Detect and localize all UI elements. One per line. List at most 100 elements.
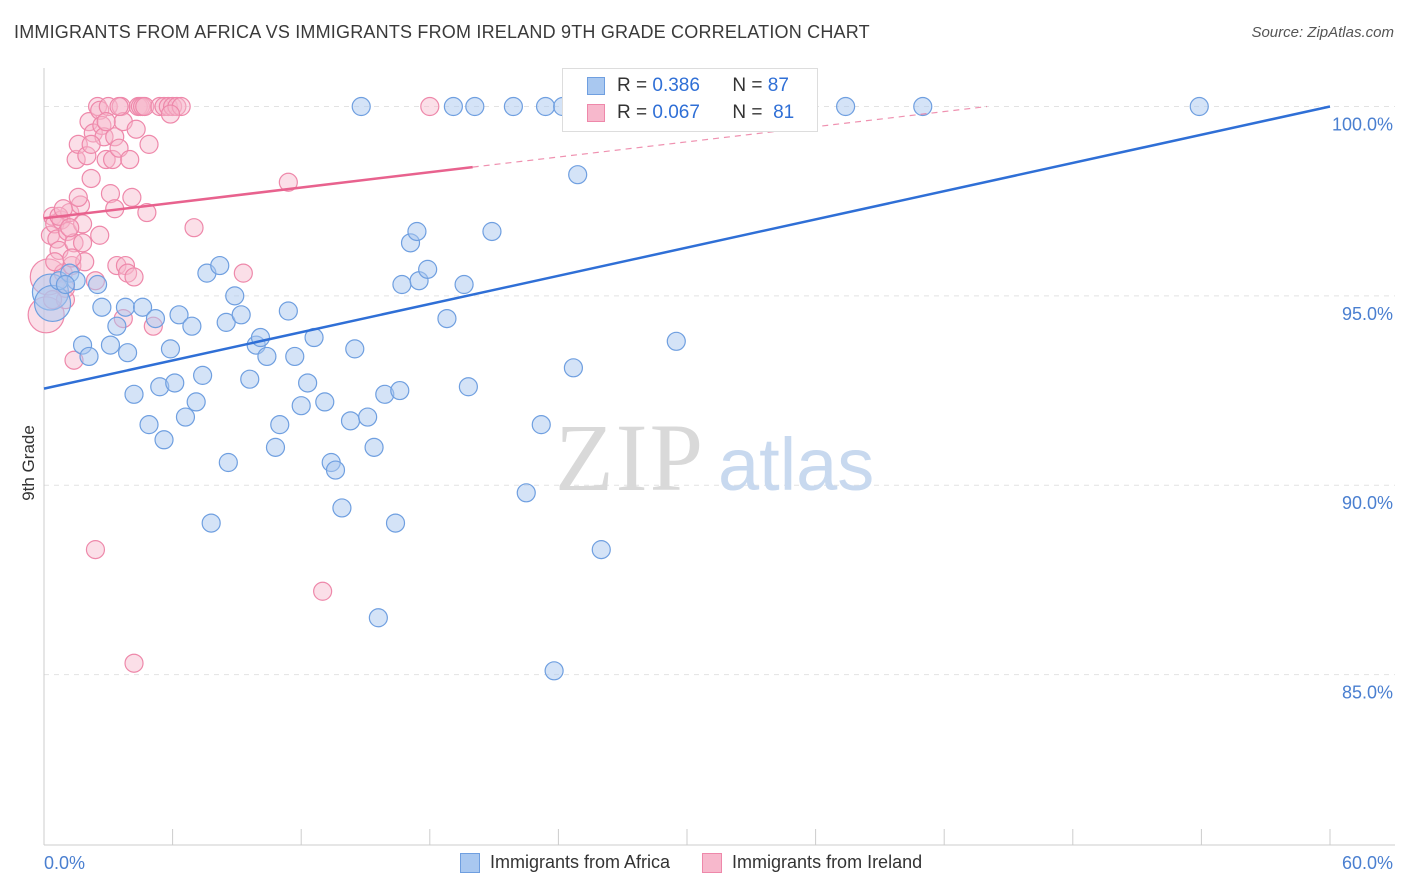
africa-point-85 <box>1189 96 1209 117</box>
africa-point-48 <box>340 411 361 431</box>
africa-point-14 <box>132 297 153 317</box>
africa-point-28 <box>210 255 230 276</box>
ireland-point-21 <box>81 168 101 189</box>
africa-swatch <box>587 77 605 95</box>
ireland-point-59 <box>278 172 298 192</box>
africa-point-51 <box>358 407 378 427</box>
ireland-point-56 <box>124 653 144 673</box>
ireland-point-19 <box>77 146 97 166</box>
africa-point-46 <box>325 460 346 480</box>
trend-lines <box>43 105 1331 390</box>
africa-point-23 <box>182 316 202 336</box>
ireland-point-46 <box>135 96 155 117</box>
africa-point-6 <box>79 346 99 367</box>
africa-point-12 <box>117 343 138 363</box>
ireland-point-73 <box>90 225 110 245</box>
africa-point-57 <box>392 274 412 295</box>
africa-point-10 <box>107 316 127 336</box>
africa-point-9 <box>100 335 121 355</box>
africa-point-11 <box>115 297 136 317</box>
ireland-r-label: R = <box>617 102 648 123</box>
legend-row-africa: R = 0.386 N = 87 <box>587 73 789 99</box>
grid-lines <box>44 106 1395 676</box>
ireland-point-18 <box>75 252 95 272</box>
legend-item-ireland: Immigrants from Ireland <box>702 852 922 873</box>
legend-ireland-label: Immigrants from Ireland <box>732 852 923 872</box>
africa-point-59 <box>407 221 427 242</box>
ireland-point-30 <box>100 184 121 204</box>
x-tick-label-max: 60.0% <box>1342 853 1393 873</box>
africa-point-86 <box>55 274 76 295</box>
africa-point-22 <box>175 407 196 427</box>
africa-point-8 <box>92 297 112 317</box>
legend-item-africa: Immigrants from Africa <box>460 852 670 873</box>
y-tick-label-0: 100.0% <box>1332 115 1393 135</box>
ireland-n-label: N = <box>732 102 763 123</box>
africa-point-66 <box>465 96 485 117</box>
africa-point-56 <box>390 380 410 401</box>
ireland-point-31 <box>102 149 123 170</box>
africa-point-68 <box>503 96 523 117</box>
africa-point-30 <box>218 452 238 473</box>
africa-point-7 <box>87 274 108 295</box>
ireland-point-76 <box>160 104 181 124</box>
legend-africa-swatch <box>460 852 480 873</box>
ireland-point-28 <box>96 149 116 170</box>
legend-ireland-swatch <box>702 852 723 873</box>
ireland-point-57 <box>184 218 204 238</box>
africa-point-52 <box>364 437 384 457</box>
africa-point-40 <box>285 346 305 367</box>
ireland-trend-line <box>43 165 473 220</box>
africa-point-83 <box>836 96 856 117</box>
africa-point-50 <box>351 96 371 117</box>
africa-point-25 <box>193 365 213 385</box>
africa-point-18 <box>154 430 174 450</box>
source-credit: Source: ZipAtlas.com <box>1251 24 1394 41</box>
africa-point-33 <box>240 369 260 389</box>
africa-point-84 <box>913 96 933 117</box>
africa-point-70 <box>531 415 551 435</box>
africa-point-72 <box>544 661 564 681</box>
legend-row-ireland: R = 0.067 N = 81 <box>587 100 794 126</box>
africa-point-69 <box>516 483 536 503</box>
africa-point-65 <box>458 377 478 397</box>
series-legend: Immigrants from Africa Immigrants from I… <box>460 852 954 873</box>
ireland-r-value: 0.067 <box>652 102 700 123</box>
axes <box>43 68 1395 846</box>
africa-point-16 <box>145 308 166 329</box>
ireland-point-39 <box>120 149 140 170</box>
chart-title: IMMIGRANTS FROM AFRICA VS IMMIGRANTS FRO… <box>14 22 870 42</box>
africa-n-label: N = <box>732 75 763 96</box>
y-tick-label-1: 95.0% <box>1342 304 1393 324</box>
y-tick-label-2: 90.0% <box>1342 493 1393 513</box>
ireland-point-14 <box>66 149 86 170</box>
ireland-point-64 <box>60 218 80 238</box>
africa-point-47 <box>332 498 352 518</box>
africa-point-49 <box>345 339 365 359</box>
africa-point-63 <box>443 96 463 117</box>
ireland-point-61 <box>420 96 440 117</box>
africa-r-label: R = <box>617 75 648 96</box>
africa-point-35 <box>250 327 271 348</box>
ireland-point-77 <box>109 96 129 117</box>
watermark-atlas: atlas <box>718 423 874 506</box>
africa-point-67 <box>482 221 502 242</box>
africa-point-27 <box>201 513 221 533</box>
ireland-point-42 <box>126 119 146 139</box>
africa-point-39 <box>278 301 298 321</box>
watermark-zip: ZIP <box>555 404 705 511</box>
ireland-point-41 <box>124 267 144 287</box>
africa-point-19 <box>160 339 181 359</box>
africa-point-32 <box>231 305 251 325</box>
africa-point-74 <box>563 358 584 378</box>
africa-point-21 <box>169 305 189 325</box>
africa-point-20 <box>165 373 185 393</box>
y-axis-label: 9th Grade <box>19 425 38 501</box>
series-africa-points <box>31 96 1209 681</box>
africa-point-42 <box>298 373 318 393</box>
africa-point-64 <box>454 274 474 295</box>
ireland-point-58 <box>233 263 253 283</box>
ireland-point-55 <box>85 540 106 560</box>
ireland-point-53 <box>167 96 187 117</box>
